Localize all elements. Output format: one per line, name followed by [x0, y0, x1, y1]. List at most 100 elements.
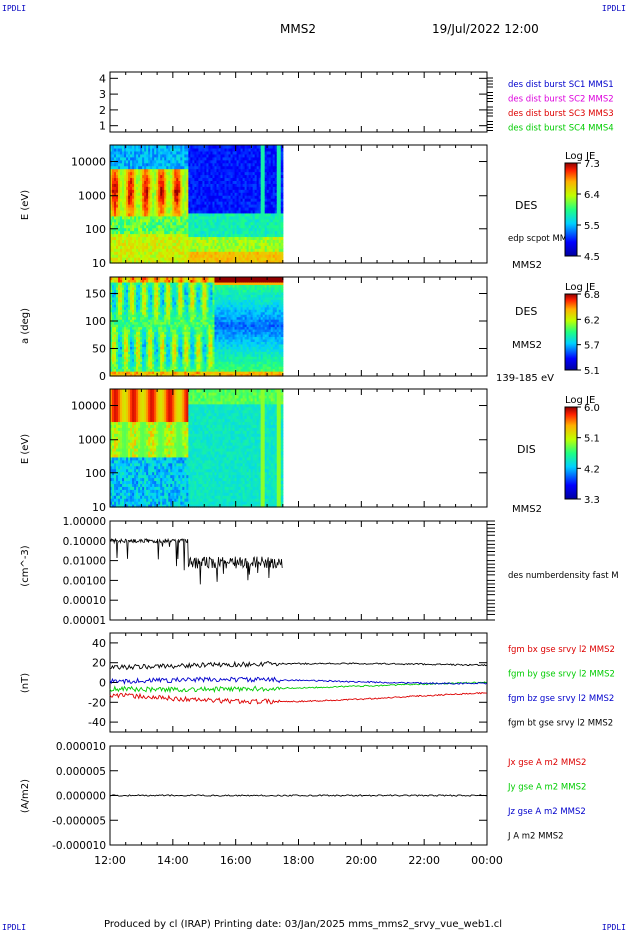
- des-energy-cell: [266, 233, 270, 238]
- des-energy-cell: [146, 201, 149, 205]
- des-energy-cell: [200, 212, 204, 217]
- des-energy-cell: [258, 168, 262, 173]
- des-energy-cell: [218, 209, 222, 214]
- des-energy-cell: [226, 242, 230, 246]
- des-pitch-cell: [152, 277, 155, 281]
- des-pitch-cell: [166, 321, 169, 325]
- des-energy-cell: [240, 165, 244, 170]
- des-pitch-cell: [168, 348, 171, 352]
- des-energy-cell: [272, 189, 276, 193]
- des-energy-cell: [222, 183, 226, 187]
- des-energy-cell: [234, 248, 238, 252]
- des-energy-cell: [154, 230, 157, 235]
- des-energy-cell: [194, 230, 197, 235]
- des-energy-cell: [154, 212, 157, 217]
- des-pitch-cell: [124, 306, 127, 310]
- des-energy-cell: [234, 189, 238, 193]
- des-pitch-cell: [112, 353, 115, 357]
- des-pitch-cell: [162, 368, 165, 372]
- des-energy-cell: [154, 204, 157, 208]
- des-energy-cell: [264, 201, 268, 205]
- des-pitch-cell: [152, 294, 155, 298]
- des-energy-cell: [150, 218, 153, 223]
- des-pitch-cell: [114, 281, 117, 286]
- des-pitch-cell: [148, 286, 151, 290]
- des-pitch-cell: [154, 316, 157, 320]
- des-energy-cell: [128, 239, 131, 243]
- des-energy-cell: [252, 177, 256, 181]
- des-energy-cell: [190, 165, 193, 170]
- des-energy-cell: [156, 209, 159, 214]
- des-energy-cell: [128, 162, 131, 167]
- des-energy-cell: [216, 195, 220, 199]
- des-pitch-cell: [120, 299, 123, 303]
- des-energy-cell: [256, 183, 260, 187]
- des-energy-cell: [268, 186, 272, 190]
- des-energy-cell: [202, 189, 206, 193]
- des-pitch-cell: [142, 284, 145, 288]
- des-pitch-cell: [162, 333, 165, 338]
- des-energy-cell: [252, 221, 256, 226]
- des-pitch-cell: [114, 338, 117, 342]
- des-energy-colorbar-title: Log JE: [565, 151, 595, 162]
- des-energy-cell: [252, 183, 256, 187]
- des-energy-cell: [198, 171, 202, 176]
- des-pitch-cell: [134, 314, 137, 318]
- corner-label-bottom-right: IPDLI: [601, 923, 626, 932]
- des-energy-cell: [258, 147, 262, 152]
- des-energy-cell: [224, 174, 228, 179]
- des-energy-cell: [150, 159, 153, 164]
- des-pitch-cell: [172, 333, 175, 338]
- des-energy-cell: [196, 227, 200, 232]
- des-energy-cell: [146, 254, 149, 258]
- des-energy-cell: [248, 230, 252, 235]
- des-energy-cell: [280, 248, 284, 252]
- des-energy-cell: [138, 260, 141, 264]
- des-pitch-cell: [154, 371, 157, 375]
- des-pitch-cell: [158, 279, 161, 283]
- des-energy-cell: [182, 230, 185, 235]
- des-pitch-cell: [120, 286, 123, 290]
- des-pitch-cell: [168, 371, 171, 375]
- des-pitch-cell: [168, 277, 171, 281]
- des-energy-cell: [186, 165, 189, 170]
- des-energy-cell: [120, 254, 123, 258]
- des-pitch-cell: [118, 314, 121, 318]
- des-energy-cell: [188, 204, 191, 208]
- des-energy-cell: [278, 212, 282, 217]
- des-energy-cell: [148, 230, 151, 235]
- des-energy-cell: [124, 180, 127, 184]
- des-energy-cell: [168, 186, 171, 190]
- des-energy-cell: [216, 215, 220, 220]
- des-pitch-cell: [114, 324, 117, 328]
- des-energy-cell: [144, 165, 147, 170]
- des-energy-cell: [126, 201, 129, 205]
- des-energy-cell: [232, 145, 236, 149]
- des-pitch-cell: [174, 291, 177, 295]
- des-pitch-cell: [156, 328, 159, 333]
- des-energy-cell: [158, 183, 161, 187]
- des-pitch-cell: [142, 326, 145, 330]
- des-energy-cell: [156, 180, 159, 184]
- des-energy-cell: [162, 150, 165, 155]
- des-energy-cell: [124, 156, 127, 161]
- des-energy-cell: [138, 204, 141, 208]
- des-pitch-cell: [120, 301, 123, 305]
- des-energy-cell: [230, 198, 234, 202]
- des-energy-cell: [218, 236, 222, 240]
- des-pitch-cell: [148, 306, 151, 310]
- des-energy-cell: [278, 180, 282, 184]
- des-pitch-cell: [166, 316, 169, 320]
- des-energy-cell: [124, 233, 127, 238]
- des-energy-cell: [276, 168, 280, 173]
- des-energy-cell: [218, 251, 222, 255]
- des-pitch-cell: [134, 319, 137, 323]
- des-energy-cell: [242, 153, 246, 158]
- des-pitch-cell: [158, 301, 161, 305]
- des-energy-cell: [214, 153, 218, 158]
- des-pitch-cell: [170, 309, 173, 313]
- des-energy-cell: [212, 174, 216, 179]
- des-pitch-cell: [146, 299, 149, 303]
- des-energy-cell: [168, 230, 171, 235]
- des-energy-cell: [226, 183, 230, 187]
